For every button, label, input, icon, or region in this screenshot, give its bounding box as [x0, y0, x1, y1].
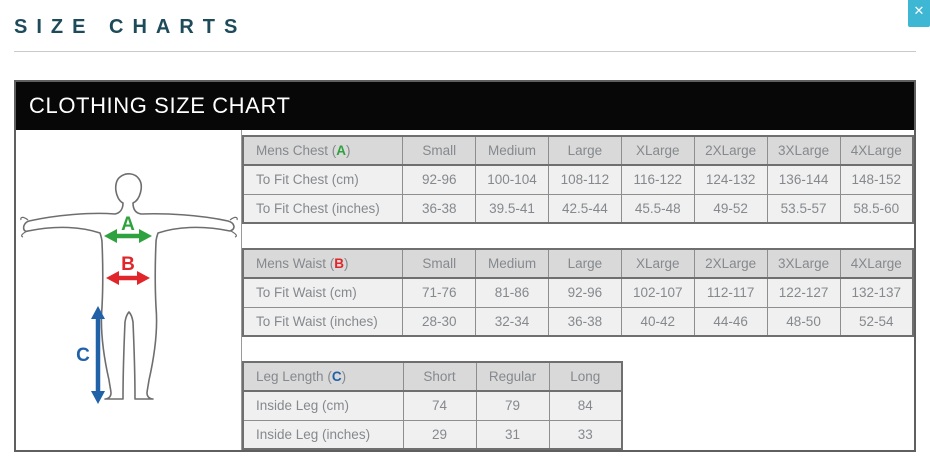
- value-cell: 39.5-41: [475, 193, 549, 224]
- value-cell: 29: [402, 419, 477, 450]
- size-column-header: XLarge: [620, 135, 695, 166]
- human-body-outline: [22, 173, 235, 400]
- size-column-header: Large: [547, 135, 622, 166]
- title-divider: [14, 51, 916, 52]
- value-cell: 58.5-60: [839, 193, 914, 224]
- waist-arrow-icon: [106, 271, 150, 285]
- size-column-header: 2XLarge: [693, 135, 768, 166]
- measure-key-letter: A: [336, 143, 347, 158]
- leg-measure-label: C: [76, 345, 90, 366]
- size-column-header: Short: [402, 361, 477, 392]
- value-cell: 92-96: [402, 164, 477, 195]
- size-column-header: 3XLarge: [766, 248, 841, 279]
- row-label-cell: To Fit Waist (inches): [242, 306, 404, 337]
- value-cell: 92-96: [548, 277, 622, 308]
- size-column-header: XLarge: [620, 248, 695, 279]
- value-cell: 53.5-57: [766, 193, 841, 224]
- table-title-cell: Mens Waist (B): [242, 248, 404, 279]
- value-cell: 116-122: [620, 164, 695, 195]
- value-cell: 112-117: [693, 277, 768, 308]
- right-hand-fingers: [229, 216, 238, 238]
- row-label-cell: To Fit Chest (inches): [242, 193, 404, 224]
- value-cell: 36-38: [402, 193, 477, 224]
- measure-key-letter: B: [334, 256, 345, 271]
- value-cell: 52-54: [839, 306, 914, 337]
- value-cell: 136-144: [766, 164, 841, 195]
- size-column-header: Regular: [475, 361, 550, 392]
- value-cell: 40-42: [620, 306, 695, 337]
- size-column-header: Small: [402, 248, 477, 279]
- body-outline-figure: A B C: [20, 173, 238, 404]
- size-column-header: 4XLarge: [839, 248, 914, 279]
- table-row: To Fit Waist (inches) 28-30 32-34 36-38 40-4…: [242, 306, 914, 337]
- size-column-header: Long: [548, 361, 623, 392]
- table-title-cell: Mens Chest (A): [242, 135, 404, 166]
- table-row: To Fit Chest (cm) 92-96 100-104 108-112 116-…: [242, 164, 914, 195]
- size-column-header: Small: [402, 135, 477, 166]
- value-cell: 102-107: [620, 277, 695, 308]
- value-cell: 74: [402, 390, 477, 421]
- row-label-cell: Inside Leg (cm): [242, 390, 404, 421]
- mens-chest-table: Mens Chest (A) Small Medium Large XLarge 2XLa…: [242, 135, 914, 224]
- size-column-header: 4XLarge: [839, 135, 914, 166]
- value-cell: 71-76: [402, 277, 477, 308]
- value-cell: 33: [548, 419, 623, 450]
- value-cell: 79: [475, 390, 550, 421]
- value-cell: 132-137: [839, 277, 914, 308]
- value-cell: 84: [548, 390, 623, 421]
- size-column-header: Large: [548, 248, 622, 279]
- size-charts-page: SIZE CHARTS CLOTHING SIZE CHART A: [14, 16, 916, 452]
- measure-key-letter: C: [331, 369, 342, 384]
- value-cell: 81-86: [475, 277, 549, 308]
- close-button[interactable]: ✕: [908, 0, 930, 27]
- chest-arrow-icon: [104, 229, 152, 243]
- value-cell: 45.5-48: [620, 193, 695, 224]
- size-column-header: Medium: [475, 248, 549, 279]
- table-header-row: Mens Waist (B) Small Medium Large XLarge 2XLa…: [242, 248, 914, 279]
- value-cell: 122-127: [766, 277, 841, 308]
- value-cell: 31: [475, 419, 550, 450]
- mens-waist-table: Mens Waist (B) Small Medium Large XLarge 2XLa…: [242, 248, 914, 337]
- row-label-cell: To Fit Chest (cm): [242, 164, 404, 195]
- value-cell: 36-38: [548, 306, 622, 337]
- value-cell: 148-152: [839, 164, 914, 195]
- panel-header: CLOTHING SIZE CHART: [16, 82, 914, 130]
- panel-title: CLOTHING SIZE CHART: [29, 93, 291, 118]
- size-column-header: 2XLarge: [693, 248, 768, 279]
- leg-length-table: Leg Length (C) Short Regular Long Inside Leg…: [242, 361, 623, 450]
- panel-body: A B C: [16, 130, 914, 450]
- table-row: Inside Leg (inches) 29 31 33: [242, 419, 623, 450]
- body-measurement-diagram: A B C: [16, 130, 242, 450]
- table-title-cell: Leg Length (C): [242, 361, 404, 392]
- value-cell: 124-132: [693, 164, 768, 195]
- row-label-cell: To Fit Waist (cm): [242, 277, 404, 308]
- chest-measure-label: A: [121, 214, 135, 235]
- value-cell: 100-104: [475, 164, 549, 195]
- value-cell: 44-46: [693, 306, 768, 337]
- size-tables-area: Mens Chest (A) Small Medium Large XLarge 2XLa…: [242, 130, 914, 450]
- leg-arrow-icon: [91, 306, 105, 404]
- value-cell: 108-112: [547, 164, 622, 195]
- size-column-header: 3XLarge: [766, 135, 841, 166]
- table-header-row: Mens Chest (A) Small Medium Large XLarge 2XLa…: [242, 135, 914, 166]
- page-title: SIZE CHARTS: [14, 16, 247, 38]
- row-label-cell: Inside Leg (inches): [242, 419, 404, 450]
- waist-measure-label: B: [121, 254, 135, 275]
- value-cell: 28-30: [402, 306, 477, 337]
- left-hand-fingers: [20, 216, 29, 238]
- table-row: Inside Leg (cm) 74 79 84: [242, 390, 623, 421]
- table-row: To Fit Chest (inches) 36-38 39.5-41 42.5-44…: [242, 193, 914, 224]
- value-cell: 32-34: [475, 306, 549, 337]
- value-cell: 48-50: [766, 306, 841, 337]
- value-cell: 42.5-44: [547, 193, 622, 224]
- size-column-header: Medium: [475, 135, 549, 166]
- table-row: To Fit Waist (cm) 71-76 81-86 92-96 102-107 1…: [242, 277, 914, 308]
- clothing-size-chart-panel: CLOTHING SIZE CHART A: [14, 80, 916, 452]
- value-cell: 49-52: [693, 193, 768, 224]
- table-header-row: Leg Length (C) Short Regular Long: [242, 361, 623, 392]
